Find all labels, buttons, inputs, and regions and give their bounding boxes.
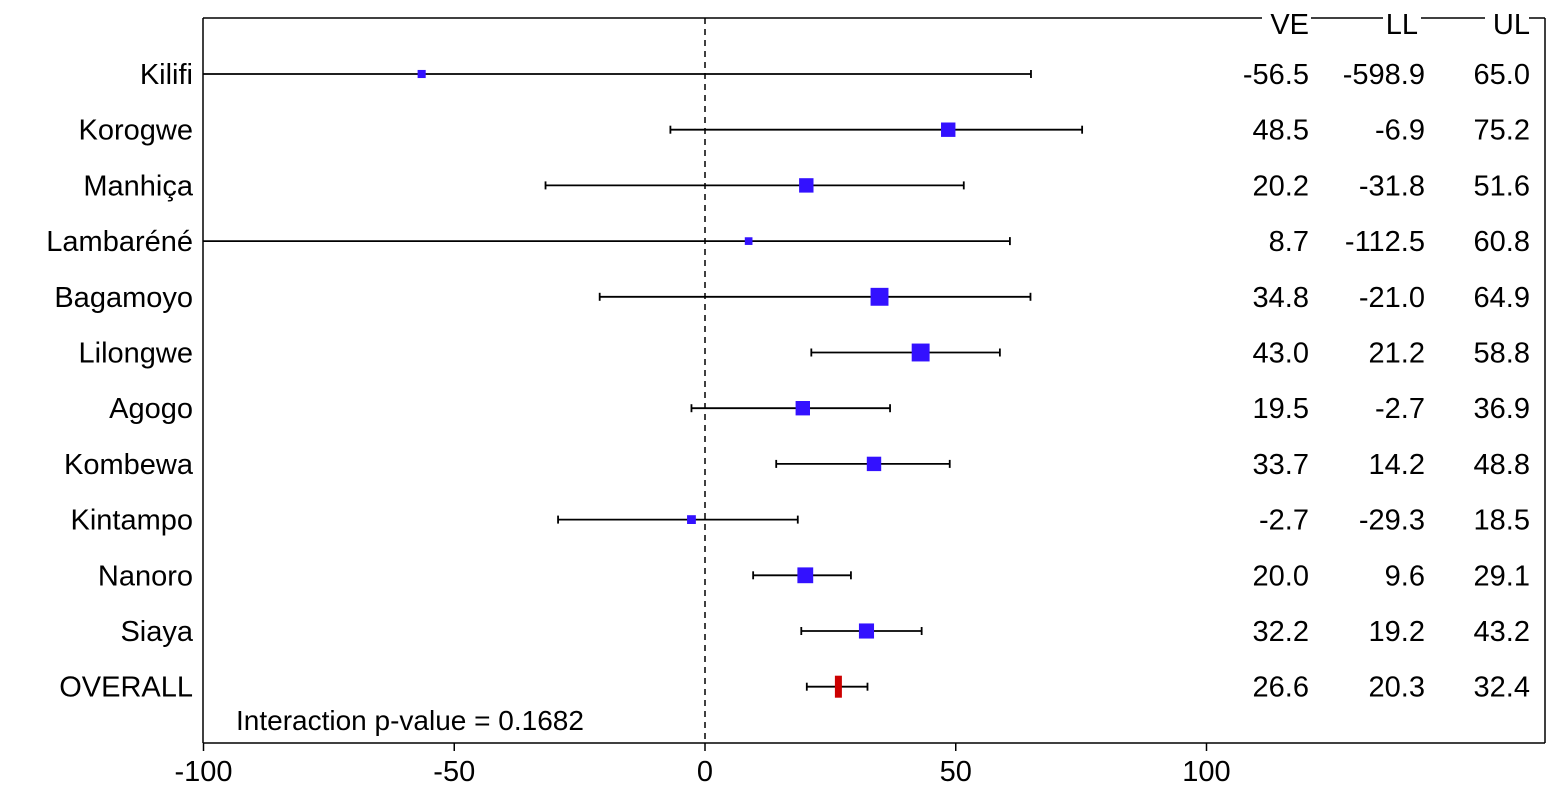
site-row: Kombewa 33.7 14.2 48.8: [64, 449, 1530, 481]
point-estimate-marker: [795, 401, 810, 416]
value-ll: -6.9: [1375, 115, 1425, 147]
row-label: Kintampo: [70, 505, 193, 537]
value-ve: 8.7: [1269, 226, 1309, 258]
row-label: Bagamoyo: [54, 282, 193, 314]
value-ve: 48.5: [1253, 115, 1309, 147]
site-row: Bagamoyo 34.8 -21.0 64.9: [54, 282, 1530, 314]
value-ul: 58.8: [1474, 338, 1530, 370]
value-ul: 51.6: [1474, 170, 1530, 202]
value-ll: -112.5: [1345, 226, 1425, 258]
row-label: Siaya: [120, 616, 193, 648]
site-row: Lambaréné 8.7 -112.5 60.8: [46, 226, 1530, 258]
value-ll: -21.0: [1359, 282, 1425, 314]
value-ul: 43.2: [1474, 616, 1530, 648]
point-estimate-marker: [799, 178, 814, 193]
point-estimate-marker: [744, 237, 753, 245]
point-estimate-marker: [941, 122, 956, 137]
value-ll: 20.3: [1369, 672, 1425, 704]
value-ul: 29.1: [1474, 560, 1530, 592]
site-row: Korogwe 48.5 -6.9 75.2: [79, 115, 1530, 147]
value-ll: -29.3: [1359, 505, 1425, 537]
x-tick-label: 50: [940, 756, 972, 788]
site-row: Siaya 32.2 19.2 43.2: [120, 616, 1530, 648]
value-ul: 48.8: [1474, 449, 1530, 481]
value-ul: 60.8: [1474, 226, 1530, 258]
value-ll: -31.8: [1359, 170, 1425, 202]
value-ve: 32.2: [1253, 616, 1309, 648]
site-row: Kilifi -56.5 -598.9 65.0: [140, 59, 1530, 91]
value-ve: 26.6: [1253, 672, 1309, 704]
value-ve: 19.5: [1253, 393, 1309, 425]
value-ll: 14.2: [1369, 449, 1425, 481]
value-ve: 33.7: [1253, 449, 1309, 481]
point-estimate-marker: [797, 567, 814, 584]
point-estimate-marker: [687, 515, 696, 524]
interaction-p-value-annotation: Interaction p-value = 0.1682: [236, 705, 584, 736]
value-ul: 65.0: [1474, 59, 1530, 91]
overall-row: OVERALL 26.6 20.3 32.4: [59, 672, 1530, 704]
value-ul: 18.5: [1474, 505, 1530, 537]
value-ve: 43.0: [1253, 338, 1309, 370]
value-ll: 9.6: [1385, 560, 1425, 592]
row-label: Kombewa: [64, 449, 194, 481]
site-row: Manhiça 20.2 -31.8 51.6: [83, 170, 1530, 202]
site-row: Lilongwe 43.0 21.2 58.8: [79, 338, 1530, 370]
row-label: Nanoro: [98, 560, 193, 592]
x-tick-label: 0: [697, 756, 713, 788]
site-row: Agogo 19.5 -2.7 36.9: [109, 393, 1530, 425]
value-ll: -598.9: [1343, 59, 1425, 91]
row-label: Agogo: [109, 393, 193, 425]
column-header-ve: VE: [1270, 9, 1309, 41]
column-header-ul: UL: [1493, 9, 1530, 41]
value-ll: 19.2: [1369, 616, 1425, 648]
value-ll: -2.7: [1375, 393, 1425, 425]
value-ul: 75.2: [1474, 115, 1530, 147]
site-row: Nanoro 20.0 9.6 29.1: [98, 560, 1530, 592]
value-ul: 64.9: [1474, 282, 1530, 314]
value-ll: 21.2: [1369, 338, 1425, 370]
row-label: Korogwe: [79, 115, 193, 147]
value-ul: 32.4: [1474, 672, 1530, 704]
value-ve: -2.7: [1259, 505, 1309, 537]
row-label: OVERALL: [59, 672, 193, 704]
row-label: Kilifi: [140, 59, 193, 91]
value-ve: 20.0: [1253, 560, 1309, 592]
row-label: Lilongwe: [79, 338, 193, 370]
site-row: Kintampo -2.7 -29.3 18.5: [70, 505, 1530, 537]
row-label: Manhiça: [83, 170, 193, 202]
point-estimate-marker: [870, 287, 889, 306]
point-estimate-marker: [911, 343, 930, 362]
x-tick-label: -100: [174, 756, 232, 788]
value-ve: 34.8: [1253, 282, 1309, 314]
point-estimate-marker: [866, 456, 882, 472]
value-ve: -56.5: [1243, 59, 1309, 91]
column-header-ll: LL: [1386, 9, 1418, 41]
overall-estimate-marker: [834, 675, 842, 698]
point-estimate-marker: [858, 623, 875, 639]
x-tick-label: 100: [1182, 756, 1230, 788]
row-label: Lambaréné: [46, 226, 193, 258]
value-ve: 20.2: [1253, 170, 1309, 202]
value-ul: 36.9: [1474, 393, 1530, 425]
x-tick-label: -50: [433, 756, 475, 788]
point-estimate-marker: [417, 69, 426, 79]
